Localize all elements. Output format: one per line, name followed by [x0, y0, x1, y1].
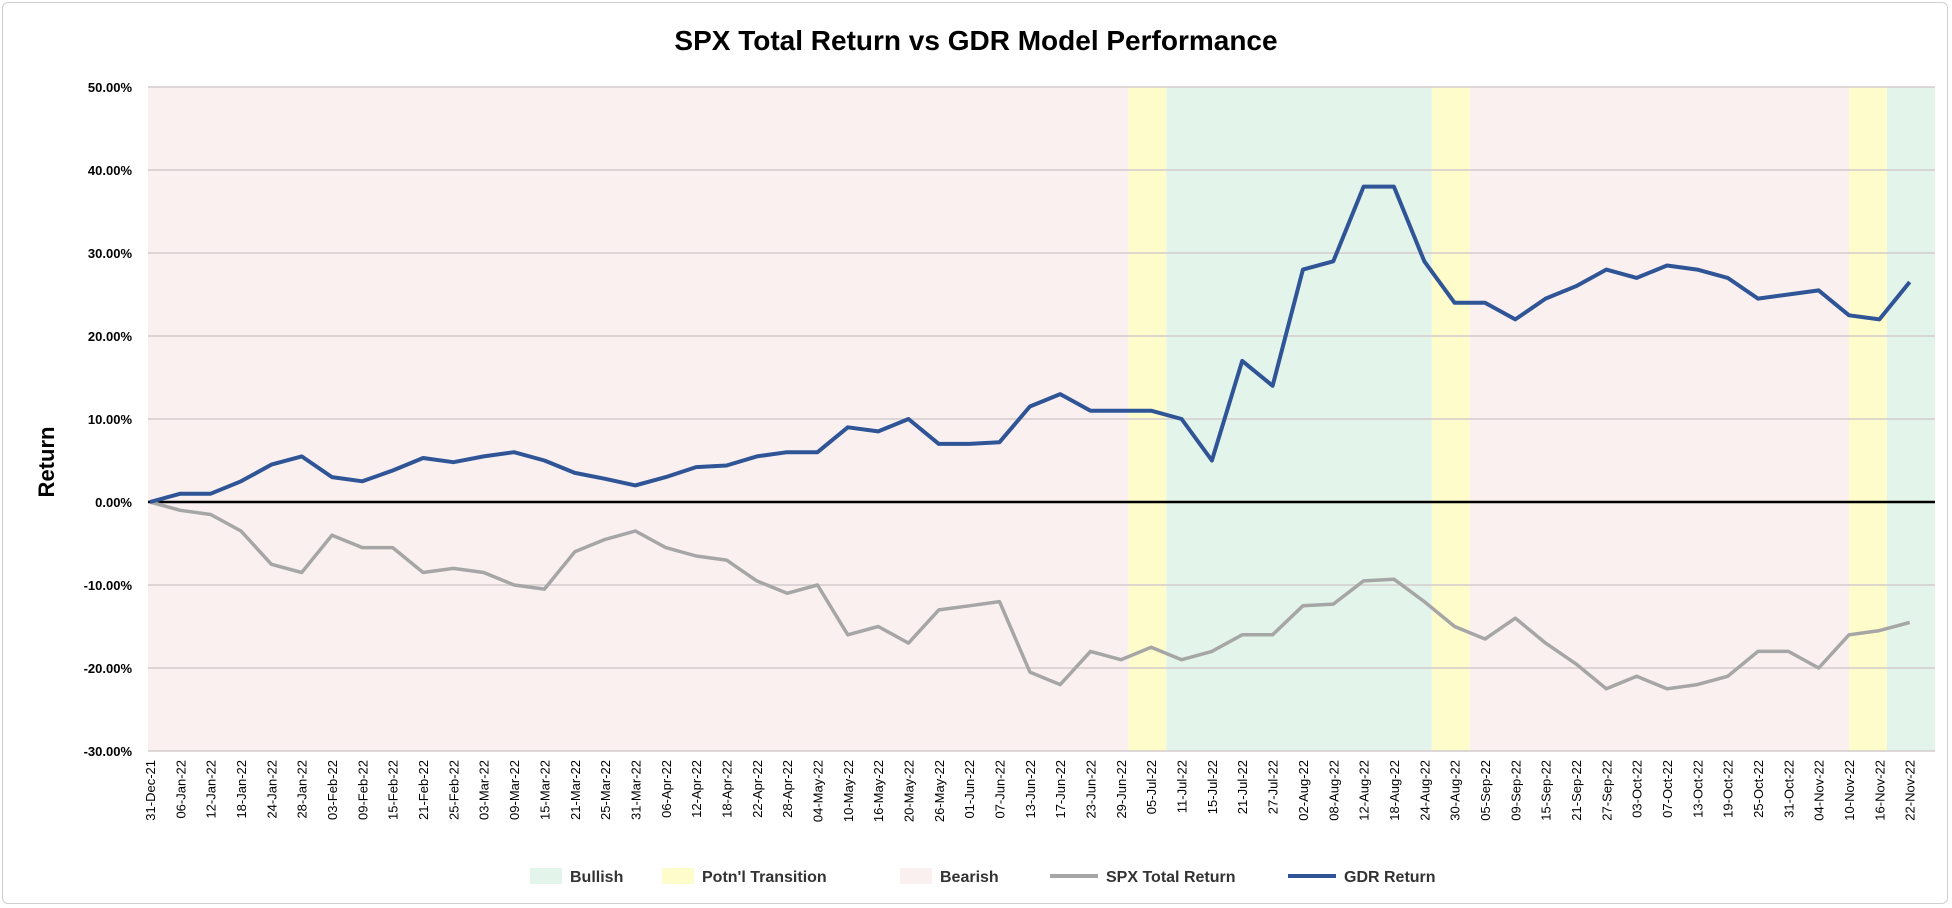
legend-label: Bearish	[940, 869, 999, 886]
x-tick-label: 03-Oct-22	[1630, 760, 1645, 818]
legend-label: GDR Return	[1344, 869, 1436, 886]
y-tick-label: -30.00%	[84, 744, 133, 759]
x-tick-label: 09-Feb-22	[355, 760, 370, 820]
y-tick-label: 10.00%	[88, 412, 133, 427]
x-tick-label: 29-Jun-22	[1114, 760, 1129, 819]
x-tick-label: 27-Sep-22	[1599, 760, 1614, 821]
x-tick-label: 25-Oct-22	[1751, 760, 1766, 818]
x-tick-label: 12-Jan-22	[204, 760, 219, 819]
x-tick-label: 20-May-22	[902, 760, 917, 822]
x-tick-label: 06-Apr-22	[659, 760, 674, 818]
x-tick-label: 25-Feb-22	[446, 760, 461, 820]
x-tick-label: 15-Feb-22	[386, 760, 401, 820]
y-axis-label: Return	[34, 427, 59, 498]
legend-swatch	[530, 868, 562, 884]
x-axis-ticks: 31-Dec-21 06-Jan-22 12-Jan-22 18-Jan-22 24-J…	[143, 760, 1918, 822]
x-tick-label: 10-May-22	[841, 760, 856, 822]
x-tick-label: 04-May-22	[810, 760, 825, 822]
x-tick-label: 24-Aug-22	[1417, 760, 1432, 821]
legend-item-bearish: Bearish	[900, 868, 999, 886]
legend-swatch	[900, 868, 932, 884]
x-tick-label: 18-Aug-22	[1387, 760, 1402, 821]
x-tick-label: 06-Jan-22	[173, 760, 188, 819]
y-tick-label: 0.00%	[95, 495, 132, 510]
y-tick-label: 30.00%	[88, 246, 133, 261]
legend-item-bullish: Bullish	[530, 868, 623, 886]
x-tick-label: 17-Jun-22	[1053, 760, 1068, 819]
y-tick-label: -20.00%	[84, 661, 133, 676]
x-tick-label: 13-Jun-22	[1023, 760, 1038, 819]
x-tick-label: 18-Jan-22	[234, 760, 249, 819]
x-tick-label: 21-Mar-22	[568, 760, 583, 820]
x-tick-label: 24-Jan-22	[264, 760, 279, 819]
legend-item-spx-total-return: SPX Total Return	[1050, 869, 1236, 886]
x-tick-label: 13-Oct-22	[1690, 760, 1705, 818]
x-tick-label: 11-Jul-22	[1175, 760, 1190, 813]
x-tick-label: 15-Jul-22	[1205, 760, 1220, 814]
x-tick-label: 21-Jul-22	[1235, 760, 1250, 814]
x-tick-label: 03-Mar-22	[477, 760, 492, 820]
x-tick-label: 10-Nov-22	[1842, 760, 1857, 821]
legend: Bullish Potn'l Transition Bearish SPX Total…	[530, 868, 1436, 886]
x-tick-label: 09-Mar-22	[507, 760, 522, 820]
x-tick-label: 07-Oct-22	[1660, 760, 1675, 818]
x-tick-label: 21-Sep-22	[1569, 760, 1584, 821]
y-axis-ticks: 50.00% 40.00% 30.00% 20.00% 10.00% 0.00% -10.0…	[84, 80, 133, 759]
x-tick-label: 16-Nov-22	[1872, 760, 1887, 821]
x-tick-label: 08-Aug-22	[1326, 760, 1341, 821]
x-tick-label: 04-Nov-22	[1812, 760, 1827, 821]
x-tick-label: 07-Jun-22	[993, 760, 1008, 819]
y-tick-label: -10.00%	[84, 578, 133, 593]
x-tick-label: 05-Sep-22	[1478, 760, 1493, 821]
x-tick-label: 22-Apr-22	[750, 760, 765, 818]
series-line-gdr-return	[149, 184, 1912, 504]
x-tick-label: 02-Aug-22	[1296, 760, 1311, 821]
x-tick-label: 12-Apr-22	[689, 760, 704, 818]
y-tick-label: 50.00%	[88, 80, 133, 95]
legend-swatch	[662, 868, 694, 884]
x-tick-label: 01-Jun-22	[962, 760, 977, 819]
x-tick-label: 28-Apr-22	[780, 760, 795, 818]
x-tick-label: 23-Jun-22	[1084, 760, 1099, 819]
x-tick-label: 18-Apr-22	[719, 760, 734, 818]
x-tick-label: 15-Mar-22	[537, 760, 552, 820]
x-tick-label: 09-Sep-22	[1508, 760, 1523, 821]
legend-item-gdr-return: GDR Return	[1288, 869, 1436, 886]
x-tick-label: 25-Mar-22	[598, 760, 613, 820]
x-tick-label: 19-Oct-22	[1721, 760, 1736, 818]
x-tick-label: 21-Feb-22	[416, 760, 431, 820]
series-line-spx-total-return	[149, 500, 1911, 691]
y-tick-label: 40.00%	[88, 163, 133, 178]
x-tick-label: 27-Jul-22	[1266, 760, 1281, 814]
legend-label: Bullish	[570, 869, 623, 886]
x-tick-label: 26-May-22	[932, 760, 947, 822]
chart-title: SPX Total Return vs GDR Model Performanc…	[674, 25, 1277, 56]
x-tick-label: 31-Mar-22	[628, 760, 643, 820]
x-tick-label: 30-Aug-22	[1448, 760, 1463, 821]
legend-label: SPX Total Return	[1106, 869, 1236, 886]
x-tick-label: 28-Jan-22	[295, 760, 310, 819]
y-tick-label: 20.00%	[88, 329, 133, 344]
x-tick-label: 05-Jul-22	[1144, 760, 1159, 814]
series-lines	[149, 184, 1912, 691]
x-tick-label: 03-Feb-22	[325, 760, 340, 820]
legend-item-potn-l-transition: Potn'l Transition	[662, 868, 827, 886]
x-tick-label: 15-Sep-22	[1539, 760, 1554, 821]
x-tick-label: 31-Oct-22	[1781, 760, 1796, 818]
legend-label: Potn'l Transition	[702, 869, 827, 886]
gridlines	[148, 86, 1935, 752]
x-tick-label: 16-May-22	[871, 760, 886, 822]
x-tick-label: 31-Dec-21	[143, 760, 158, 821]
x-tick-label: 22-Nov-22	[1903, 760, 1918, 821]
x-tick-label: 12-Aug-22	[1357, 760, 1372, 821]
